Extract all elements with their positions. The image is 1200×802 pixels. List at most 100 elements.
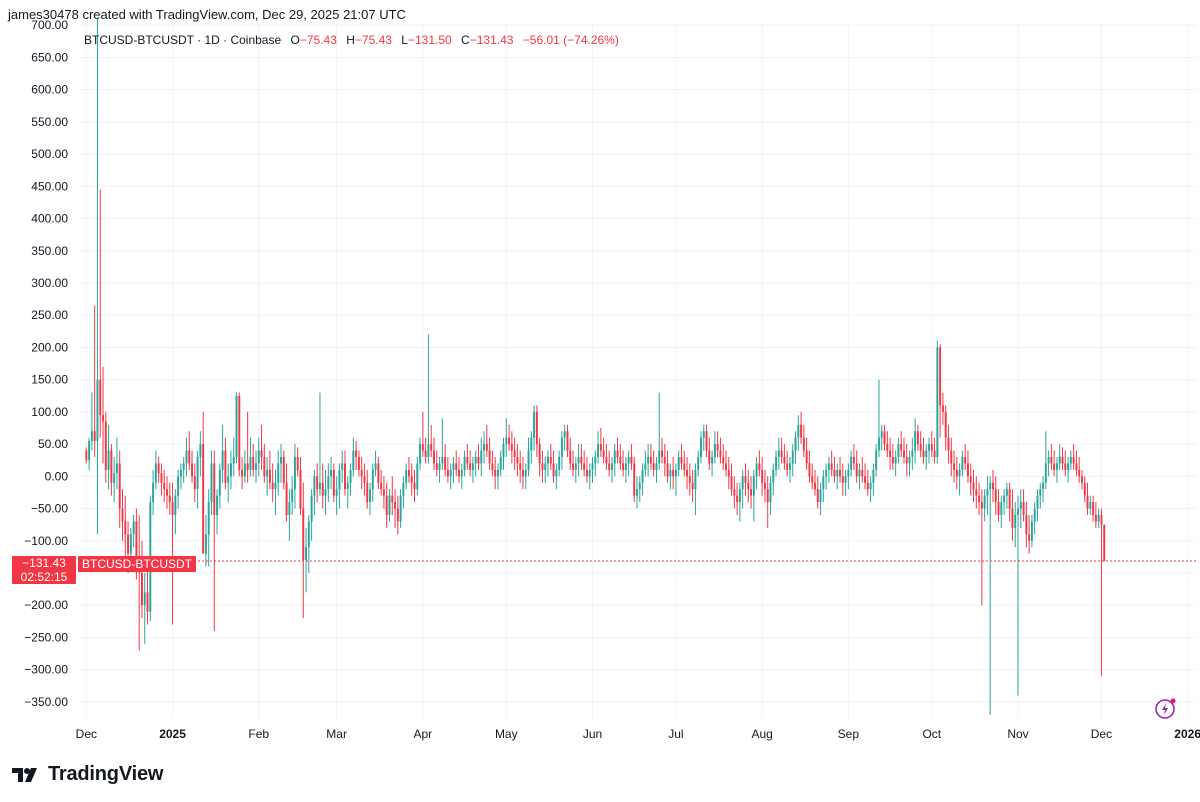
candle-body <box>547 457 549 464</box>
legend-close-label: C <box>461 33 470 47</box>
candle-body <box>955 469 958 477</box>
candle <box>480 437 483 477</box>
candle-body <box>118 463 121 509</box>
candle-body <box>691 482 694 490</box>
candle-body <box>510 444 513 451</box>
y-tick-label: 550.00 <box>31 115 68 129</box>
candle <box>833 457 836 483</box>
candle <box>869 476 872 503</box>
candles <box>85 18 1106 715</box>
candle-body <box>124 521 127 535</box>
candle-body <box>624 463 627 470</box>
candle-body <box>1061 457 1064 464</box>
candle-body <box>941 405 944 412</box>
candle-body <box>827 463 830 470</box>
candle-body <box>894 457 897 464</box>
candle-body <box>939 347 942 406</box>
tradingview-brand[interactable]: TradingView <box>12 763 163 786</box>
candle <box>1058 444 1061 470</box>
y-tick-label: 0.00 <box>45 469 69 483</box>
candle-body <box>280 457 282 464</box>
candle <box>599 428 602 457</box>
candle <box>196 450 199 509</box>
candle-body <box>808 463 811 477</box>
candle <box>407 457 410 483</box>
candle <box>577 444 580 477</box>
candle-body <box>216 495 219 515</box>
legend-symbol[interactable]: BTCUSD-BTCUSDT · 1D · Coinbase <box>84 33 282 47</box>
candle-body <box>444 457 447 470</box>
candle <box>630 444 633 470</box>
candle <box>241 457 244 490</box>
x-tick-label: Jun <box>583 727 602 741</box>
candle-body <box>424 450 427 457</box>
candle-body <box>672 469 675 477</box>
candle <box>763 469 766 503</box>
candle-body <box>958 469 961 477</box>
candle <box>1064 450 1067 477</box>
candle <box>911 437 914 470</box>
series-label-badge: BTCUSD-BTCUSDT <box>78 556 196 572</box>
x-tick-label: Feb <box>248 727 269 741</box>
y-tick-label: 450.00 <box>31 179 68 193</box>
candle <box>699 431 702 464</box>
candle-body <box>332 469 335 496</box>
candle-body <box>466 457 469 464</box>
candle <box>310 489 313 541</box>
candle-body <box>961 457 964 470</box>
bar-countdown: 02:52:15 <box>20 570 68 584</box>
y-tick-label: 200.00 <box>31 340 68 354</box>
candle <box>755 457 758 490</box>
candle <box>758 450 761 477</box>
y-tick-label: 150.00 <box>31 373 68 387</box>
candle-body <box>663 457 666 464</box>
candle-body <box>1019 502 1022 509</box>
candle-body <box>978 495 981 503</box>
candle <box>933 437 936 464</box>
candle <box>939 344 942 438</box>
candle-body <box>933 450 936 457</box>
candle <box>90 392 93 451</box>
candle <box>263 444 266 483</box>
x-tick-label: Nov <box>1007 727 1028 741</box>
credit-line: james30478 created with TradingView.com,… <box>8 7 406 22</box>
candle <box>722 444 725 470</box>
candle <box>110 444 113 496</box>
candle <box>822 469 825 503</box>
candle-body <box>1025 515 1028 535</box>
candle-body <box>1078 469 1081 477</box>
candle-body <box>382 489 385 496</box>
candle <box>535 405 538 457</box>
candle <box>307 515 310 573</box>
candle <box>1030 515 1033 548</box>
candle-body <box>463 457 466 470</box>
x-tick-label: Mar <box>326 727 347 741</box>
candle-body <box>455 463 458 470</box>
candle <box>305 527 308 593</box>
candle-body <box>730 476 733 490</box>
candle <box>972 469 975 503</box>
candle <box>530 431 533 464</box>
candle-body <box>674 469 677 477</box>
candle <box>800 411 803 445</box>
candle-body <box>833 469 836 477</box>
candle <box>296 447 299 477</box>
candle <box>914 418 917 464</box>
candle-body <box>936 347 939 457</box>
candle-body <box>900 444 903 451</box>
candle-body <box>825 469 828 477</box>
candle-body <box>538 444 541 464</box>
candle <box>666 450 669 483</box>
candle-body <box>374 463 377 470</box>
candle-body <box>416 463 419 490</box>
candle <box>193 463 196 503</box>
lightning-icon[interactable] <box>1154 697 1178 726</box>
candle <box>928 437 930 464</box>
candle-body <box>502 444 505 457</box>
candle-body <box>572 463 575 470</box>
candle-body <box>585 469 588 477</box>
candle <box>886 431 889 457</box>
candle-body <box>421 444 424 451</box>
candle <box>1078 457 1081 483</box>
